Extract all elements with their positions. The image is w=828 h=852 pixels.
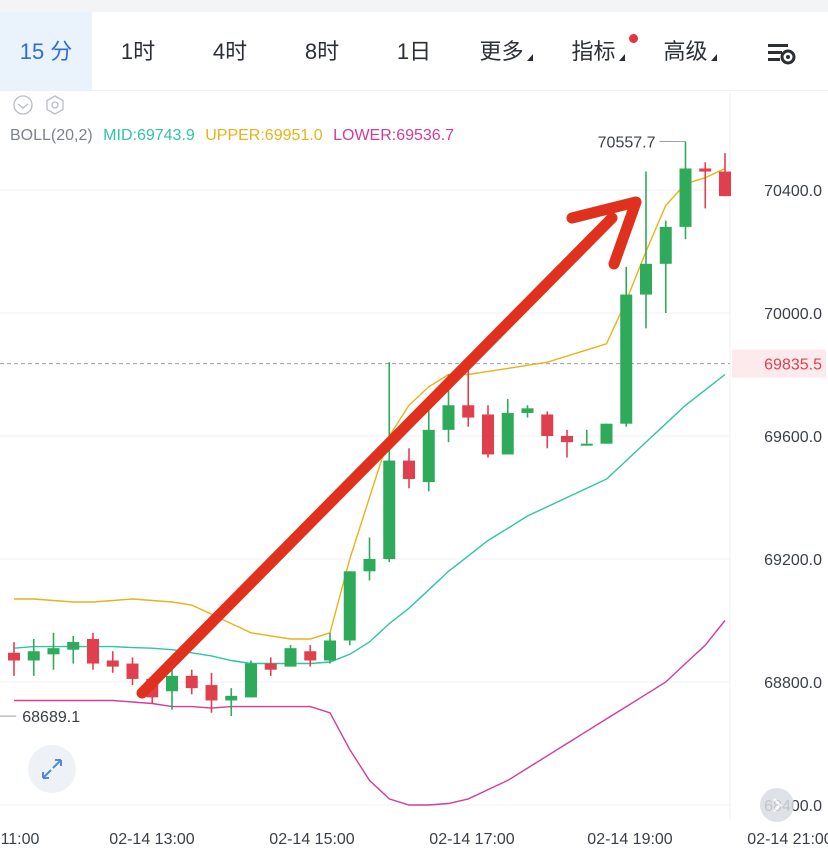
candle-body	[205, 685, 218, 701]
candle-body	[185, 675, 198, 689]
y-tick-label: 68800.0	[764, 675, 822, 692]
scroll-latest-button[interactable]	[760, 788, 794, 822]
status-strip	[0, 0, 828, 12]
candle-body	[422, 429, 435, 483]
settings-icon	[768, 44, 796, 65]
candle-body	[501, 412, 514, 455]
x-tick-label: 02-14 13:00	[109, 831, 195, 848]
boll-indicator-legend: BOLL(20,2) MID:69743.9 UPPER:69951.0 LOW…	[10, 127, 460, 145]
last-price-label: 69835.5	[764, 357, 822, 374]
x-tick-label: 11:00	[1, 831, 40, 848]
candle-body	[264, 663, 277, 670]
gear-icon[interactable]	[46, 95, 64, 115]
tab-8h[interactable]: 8时	[304, 39, 340, 64]
last-price-badge	[732, 349, 826, 378]
candle-body	[659, 226, 672, 264]
candle-body	[442, 405, 455, 430]
y-tick-label: 69600.0	[764, 429, 822, 446]
candle-body	[482, 414, 494, 455]
caret-icon	[618, 54, 625, 61]
candle-body	[8, 652, 20, 661]
tab-4h[interactable]: 4时	[212, 39, 248, 64]
tab-1h[interactable]: 1时	[120, 39, 156, 64]
candle-body	[699, 168, 712, 172]
chart-expand-button[interactable]	[28, 745, 76, 793]
candle-body	[245, 663, 257, 698]
candle-body	[343, 571, 356, 641]
chevron-right-icon	[773, 798, 782, 812]
candle-body	[106, 660, 119, 667]
candle-body	[620, 294, 633, 424]
y-tick-label: 69200.0	[764, 552, 822, 569]
candle-body	[521, 408, 534, 413]
chart-expand-icon	[42, 759, 62, 779]
boll-upper-line	[14, 167, 726, 640]
indicator-toolbar	[12, 94, 72, 116]
tab-15m[interactable]: 15 分	[0, 12, 92, 90]
y-tick-label: 70000.0	[764, 306, 822, 323]
candle-body	[324, 640, 336, 661]
candle-body	[383, 460, 396, 559]
candle-body	[126, 663, 139, 679]
candle-body	[462, 405, 475, 418]
candle-body	[580, 443, 593, 446]
candle-body	[363, 559, 376, 572]
boll-lower-line	[14, 620, 726, 806]
timeframe-tabbar: 15 分 1时 4时 8时 1日 更多 指标 高级	[0, 12, 828, 91]
boll-mid: MID:69743.9	[103, 127, 195, 144]
candle-body	[679, 168, 692, 227]
tab-indicators[interactable]: 指标	[552, 12, 644, 90]
tab-advanced[interactable]: 高级	[644, 12, 736, 90]
candle-body	[600, 423, 613, 444]
x-tick-label: 02-14 15:00	[269, 831, 355, 848]
candle-body	[67, 642, 80, 650]
candle-body	[719, 171, 731, 197]
tab-1d[interactable]: 1日	[396, 39, 432, 64]
x-tick-label: 02-14 17:00	[429, 831, 515, 848]
x-tick-label: 02-14 19:00	[587, 831, 673, 848]
candle-body	[284, 648, 297, 667]
boll-mid-line	[13, 373, 726, 665]
candle-body	[47, 648, 60, 655]
caret-icon	[710, 54, 717, 61]
x-tick-label: 02-14 21:00	[747, 831, 828, 848]
boll-name: BOLL(20,2)	[10, 127, 93, 144]
candle-body	[87, 638, 99, 664]
y-tick-label: 70400.0	[764, 183, 822, 200]
trend-arrow-head	[566, 196, 642, 270]
eye-icon[interactable]	[13, 95, 33, 115]
notification-dot	[629, 34, 638, 43]
candle-body	[146, 678, 159, 698]
caret-icon	[526, 54, 533, 61]
boll-lower: LOWER:69536.7	[333, 127, 455, 144]
tab-more[interactable]: 更多	[460, 12, 552, 90]
candle-body	[27, 651, 40, 661]
high-price-label: 70557.7	[598, 135, 656, 152]
low-price-label: 68689.1	[22, 709, 80, 726]
candle-body	[640, 263, 652, 295]
trend-arrow-shaft	[136, 212, 618, 699]
candle-body	[403, 460, 415, 480]
candle-body	[541, 414, 554, 436]
candle-body	[561, 436, 573, 443]
candle-body	[166, 675, 178, 692]
chart-settings-button[interactable]	[758, 12, 808, 90]
candle-body	[304, 651, 317, 661]
candle-body	[225, 695, 238, 701]
boll-upper: UPPER:69951.0	[205, 127, 323, 144]
